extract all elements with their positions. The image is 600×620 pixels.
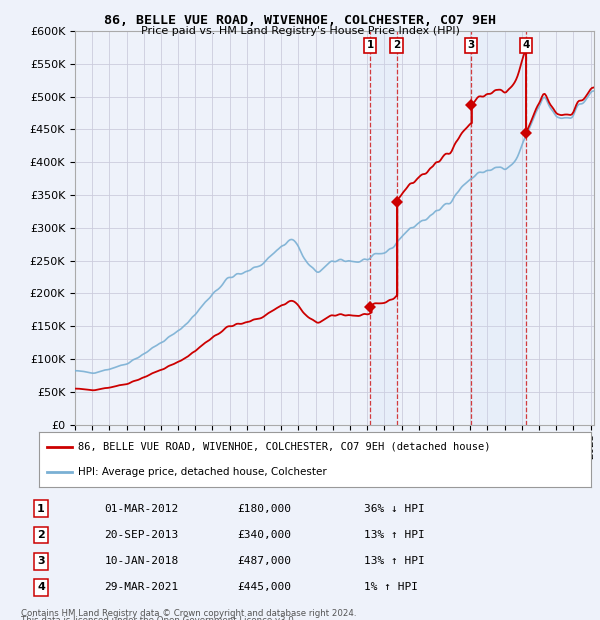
Text: 1: 1	[37, 503, 45, 514]
Text: 2: 2	[37, 530, 45, 540]
Text: 4: 4	[522, 40, 530, 50]
Text: 3: 3	[37, 556, 45, 566]
Text: £180,000: £180,000	[237, 503, 291, 514]
Text: 4: 4	[37, 582, 45, 593]
Text: £487,000: £487,000	[237, 556, 291, 566]
Text: 13% ↑ HPI: 13% ↑ HPI	[364, 556, 424, 566]
Text: £340,000: £340,000	[237, 530, 291, 540]
Text: Contains HM Land Registry data © Crown copyright and database right 2024.: Contains HM Land Registry data © Crown c…	[21, 609, 356, 618]
Text: 29-MAR-2021: 29-MAR-2021	[104, 582, 179, 593]
Text: 13% ↑ HPI: 13% ↑ HPI	[364, 530, 424, 540]
Text: 1% ↑ HPI: 1% ↑ HPI	[364, 582, 418, 593]
Text: 86, BELLE VUE ROAD, WIVENHOE, COLCHESTER, CO7 9EH: 86, BELLE VUE ROAD, WIVENHOE, COLCHESTER…	[104, 14, 496, 27]
Text: 36% ↓ HPI: 36% ↓ HPI	[364, 503, 424, 514]
Bar	[370, 31, 397, 425]
Text: £445,000: £445,000	[237, 582, 291, 593]
Text: HPI: Average price, detached house, Colchester: HPI: Average price, detached house, Colc…	[77, 467, 326, 477]
Text: 10-JAN-2018: 10-JAN-2018	[104, 556, 179, 566]
Text: This data is licensed under the Open Government Licence v3.0.: This data is licensed under the Open Gov…	[21, 616, 296, 620]
Text: Price paid vs. HM Land Registry's House Price Index (HPI): Price paid vs. HM Land Registry's House …	[140, 26, 460, 36]
Text: 1: 1	[367, 40, 374, 50]
Text: 3: 3	[467, 40, 475, 50]
Text: 20-SEP-2013: 20-SEP-2013	[104, 530, 179, 540]
Bar	[471, 31, 526, 425]
Text: 86, BELLE VUE ROAD, WIVENHOE, COLCHESTER, CO7 9EH (detached house): 86, BELLE VUE ROAD, WIVENHOE, COLCHESTER…	[77, 442, 490, 452]
Text: 01-MAR-2012: 01-MAR-2012	[104, 503, 179, 514]
Text: 2: 2	[393, 40, 400, 50]
